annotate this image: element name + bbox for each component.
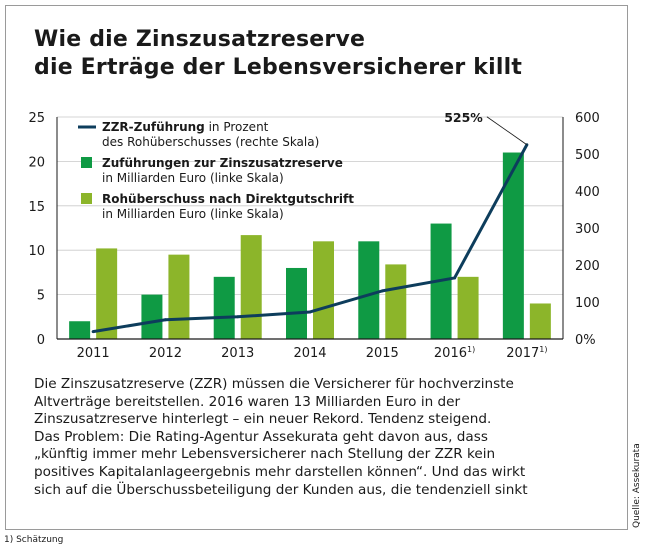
annotations: 525% [444,110,528,146]
bar-rohueberschuss [529,303,551,339]
y-right-tick-label: 0% [575,333,596,348]
y-left-tick-label: 20 [28,155,45,170]
y-left-tick-label: 0 [37,333,45,348]
legend-label-inline: in Prozent [205,120,269,134]
chart-title: Wie die Zinszusatzreserve die Erträge de… [34,26,522,82]
line-point [308,310,312,314]
legend-label-bold: Rohüberschuss nach Direktgutschrift [102,192,354,206]
chart-frame [5,5,628,530]
legend-label-bold: Zuführungen zur Zinszusatzreserve [102,156,343,170]
x-tick-label: 20171) [506,345,547,361]
x-tick-label: 2012 [149,346,182,361]
footnote: 1) Schätzung [4,535,64,545]
source-label: Quelle: Assekurata [632,443,642,528]
bar-zzr-zufuehrung [286,267,307,339]
annotation-label: 525% [444,110,483,125]
y-right-tick-label: 100 [575,296,600,311]
legend-label: Zuführungen zur Zinszusatzreserve [102,156,343,170]
bar-zzr-zufuehrung [69,321,91,339]
legend-label-second-line: des Rohüberschusses (rechte Skala) [102,135,319,149]
line-point [236,315,240,319]
legend-label: ZZR-Zuführung in Prozent [102,120,269,134]
x-tick-label: 2014 [293,346,326,361]
axes: 0 5 10 15 20 25 0% 100 200 300 400 500 600 2011 2012 20… [28,111,599,361]
x-tick-label: 20161) [434,345,475,361]
y-right-tick-label: 400 [575,185,600,200]
caption-line: Die Zinszusatzreserve (ZZR) müssen die V… [34,376,514,392]
title-line-1: Wie die Zinszusatzreserve [34,27,366,52]
bar-zzr-zufuehrung [141,294,163,339]
line-point [453,276,457,280]
x-tick-label: 2013 [221,346,254,361]
y-left-tick-label: 10 [28,244,45,259]
bar-zzr-zufuehrung [502,152,524,339]
caption-line: Altverträge bereitstellen. 2016 waren 13… [34,393,461,410]
line-point [91,330,95,334]
caption-line: „künftig immer mehr Lebensversicherer na… [34,446,496,463]
bar-rohueberschuss [457,276,479,339]
x-tick-label: 2015 [366,346,399,361]
caption-line: sich auf die Überschussbeteiligung der K… [34,481,528,498]
legend-swatch [81,193,92,204]
bar-rohueberschuss [240,235,262,339]
legend-label-bold: ZZR-Zuführung [102,120,205,134]
legend-label-second-line: in Milliarden Euro (linke Skala) [102,207,284,221]
annotation-leader [486,116,528,146]
legend-swatch [81,157,92,168]
y-right-tick-label: 300 [575,222,600,237]
y-left-tick-label: 5 [37,289,45,304]
bar-zzr-zufuehrung [213,276,235,339]
legend-label: Rohüberschuss nach Direktgutschrift [102,192,354,206]
y-left-tick-label: 25 [28,111,45,126]
bar-rohueberschuss [96,248,118,339]
caption-line: positives Kapitalanlageergebnis mehr dar… [34,463,526,480]
bar-rohueberschuss [313,241,334,339]
x-tick-footnote: 1) [467,345,475,354]
bar-rohueberschuss [385,264,407,339]
bar-rohueberschuss [168,254,190,339]
y-right-tick-label: 600 [575,111,600,126]
x-tick-footnote: 1) [539,345,547,354]
line-point [380,289,384,293]
caption-line: Das Problem: Die Rating-Agentur Assekura… [34,428,488,445]
bars [69,152,551,339]
legend-label-second-line: in Milliarden Euro (linke Skala) [102,171,284,185]
gridlines [57,116,563,296]
caption: Die Zinszusatzreserve (ZZR) müssen die V… [34,376,594,499]
y-left-tick-label: 15 [28,200,45,215]
combo-chart: 0 5 10 15 20 25 0% 100 200 300 400 500 600 2011 2012 20… [28,110,599,361]
bar-zzr-zufuehrung [358,241,380,339]
y-right-tick-label: 500 [575,148,600,163]
line-point [163,318,167,322]
x-tick-label: 2011 [77,346,110,361]
y-right-tick-label: 200 [575,259,600,274]
caption-line: Zinszusatzreserve hinterlegt – ein neuer… [34,411,492,428]
title-line-2: die Erträge der Lebensversicherer killt [34,55,523,80]
